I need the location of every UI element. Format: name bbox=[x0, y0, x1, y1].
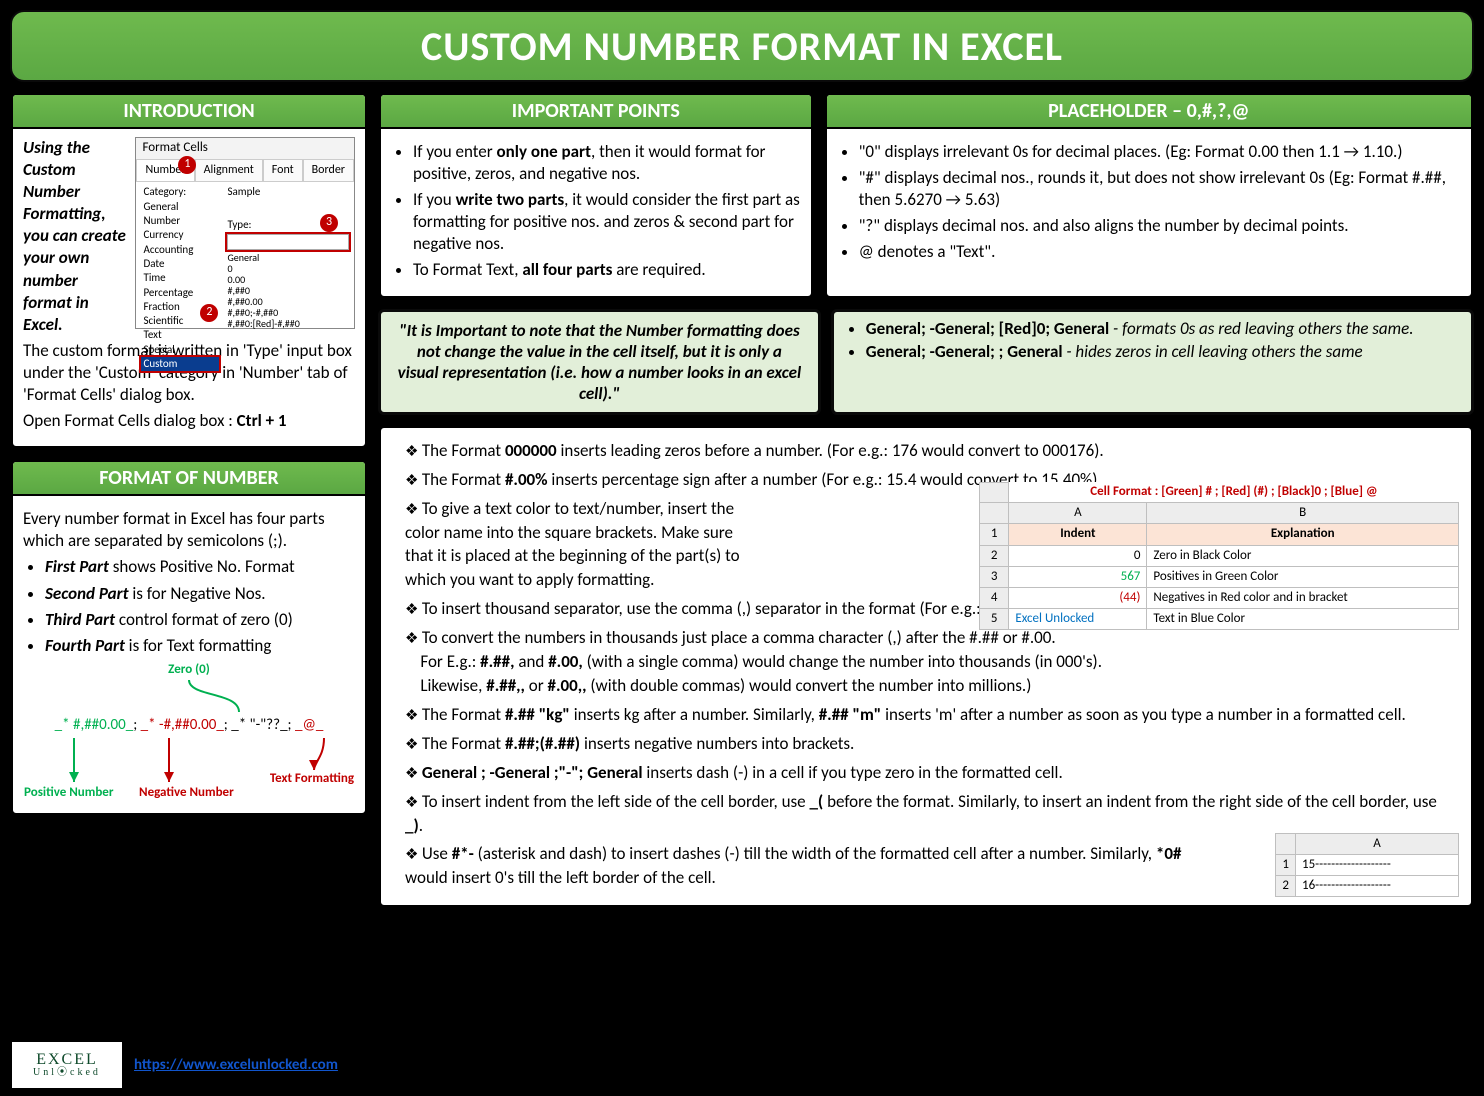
ph-ex2: General; -General; ; General - hides zer… bbox=[866, 341, 1459, 364]
ph-b3: "?" displays decimal nos. and also align… bbox=[859, 215, 1461, 237]
diagram-txt-label: Text Formatting bbox=[270, 771, 354, 788]
format-of-number-panel: FORMAT OF NUMBER Every number format in … bbox=[10, 459, 368, 816]
placeholder-examples: General; -General; [Red]0; General - for… bbox=[831, 309, 1474, 415]
tips-panel: The Format 000000 inserts leading zeros … bbox=[378, 425, 1474, 909]
fon-b4: Fourth Part is for Text formatting bbox=[45, 635, 355, 657]
cat-text: Text bbox=[141, 328, 219, 342]
cat-general: General bbox=[141, 200, 219, 214]
diagram-neg-label: Negative Number bbox=[139, 785, 234, 802]
tip-9: To insert indent from the left side of t… bbox=[405, 790, 1457, 838]
footer-url[interactable]: https://www.excelunlocked.com bbox=[134, 1056, 338, 1074]
important-b1: If you enter only one part, then it woul… bbox=[413, 141, 801, 185]
tip-5: To convert the numbers in thousands just… bbox=[405, 626, 1457, 698]
dialog-tab-alignment: Alignment bbox=[195, 159, 263, 182]
cat-special: Special bbox=[141, 343, 219, 357]
type-input bbox=[227, 234, 349, 250]
category-label: Category: bbox=[141, 185, 219, 199]
dash-example-table: A 115------------------- 216------------… bbox=[1275, 833, 1459, 898]
color-table-title: Cell Format : [Green] # ; [Red] (#) ; [B… bbox=[1009, 482, 1459, 503]
cat-currency: Currency bbox=[141, 228, 219, 242]
placeholder-heading: PLACEHOLDER – 0,#,?,@ bbox=[827, 95, 1471, 129]
main-title-bar: CUSTOM NUMBER FORMAT IN EXCEL bbox=[10, 10, 1474, 82]
intro-lead: Using the Custom Number Formatting, you … bbox=[23, 137, 127, 336]
type-opt: #,##0:[Red]-#,##0 bbox=[227, 318, 349, 329]
important-b3: To Format Text, all four parts are requi… bbox=[413, 259, 801, 281]
sample-label: Sample bbox=[227, 185, 349, 199]
dialog-tab-font: Font bbox=[263, 159, 303, 182]
fon-b2: Second Part is for Negative Nos. bbox=[45, 583, 355, 605]
intro-panel: INTRODUCTION Using the Custom Number For… bbox=[10, 92, 368, 449]
important-b2: If you write two parts, it would conside… bbox=[413, 189, 801, 255]
important-panel: IMPORTANT POINTS If you enter only one p… bbox=[378, 92, 814, 299]
dialog-title: Format Cells bbox=[136, 138, 354, 159]
type-opt: General bbox=[227, 252, 349, 263]
format-cells-dialog: Format Cells Number Alignment Font Borde… bbox=[135, 137, 355, 329]
important-heading: IMPORTANT POINTS bbox=[381, 95, 811, 129]
ph-ex1: General; -General; [Red]0; General - for… bbox=[866, 318, 1459, 341]
important-note: "It is Important to note that the Number… bbox=[378, 309, 821, 415]
dialog-tab-border: Border bbox=[303, 159, 354, 182]
placeholder-panel: PLACEHOLDER – 0,#,?,@ "0" displays irrel… bbox=[824, 92, 1474, 299]
fon-heading: FORMAT OF NUMBER bbox=[13, 462, 365, 496]
fon-b1: First Part shows Positive No. Format bbox=[45, 556, 355, 578]
cat-custom: Custom bbox=[141, 357, 219, 371]
cat-percentage: Percentage bbox=[141, 286, 219, 300]
cat-date: Date bbox=[141, 257, 219, 271]
tip-8: General ; -General ;"-"; General inserts… bbox=[405, 761, 1457, 785]
type-opt: 0 bbox=[227, 263, 349, 274]
main-title: CUSTOM NUMBER FORMAT IN EXCEL bbox=[421, 22, 1063, 71]
cat-accounting: Accounting bbox=[141, 243, 219, 257]
cat-time: Time bbox=[141, 271, 219, 285]
ph-b2: "#" displays decimal nos., rounds it, bu… bbox=[859, 167, 1461, 211]
cat-number: Number bbox=[141, 214, 219, 228]
badge-3: 3 bbox=[320, 214, 338, 232]
tip-7: The Format #.##;(#.##) inserts negative … bbox=[405, 732, 1457, 756]
color-format-table: Cell Format : [Green] # ; [Red] (#) ; [B… bbox=[979, 482, 1459, 631]
intro-heading: INTRODUCTION bbox=[13, 95, 365, 129]
tip-3: To give a text color to text/number, ins… bbox=[405, 497, 765, 592]
tip-6: The Format #.## "kg" inserts kg after a … bbox=[405, 703, 1457, 727]
excel-unlocked-logo: EXCELUnl⦿cked bbox=[10, 1040, 124, 1090]
tip-1: The Format 000000 inserts leading zeros … bbox=[405, 439, 1457, 463]
tip-10: Use #*- (asterisk and dash) to insert da… bbox=[405, 842, 1185, 890]
fon-intro: Every number format in Excel has four pa… bbox=[23, 508, 355, 552]
format-diagram: Zero (0) _* #,##0.00_; _* -#,##0.00_; _*… bbox=[23, 661, 355, 803]
footer: EXCELUnl⦿cked https://www.excelunlocked.… bbox=[10, 1040, 338, 1090]
intro-para2: Open Format Cells dialog box : Ctrl + 1 bbox=[23, 410, 355, 432]
fon-b3: Third Part control format of zero (0) bbox=[45, 609, 355, 631]
ph-b1: "0" displays irrelevant 0s for decimal p… bbox=[859, 141, 1461, 163]
diagram-pos-label: Positive Number bbox=[24, 785, 113, 802]
ph-b4: @ denotes a "Text". bbox=[859, 241, 1461, 263]
